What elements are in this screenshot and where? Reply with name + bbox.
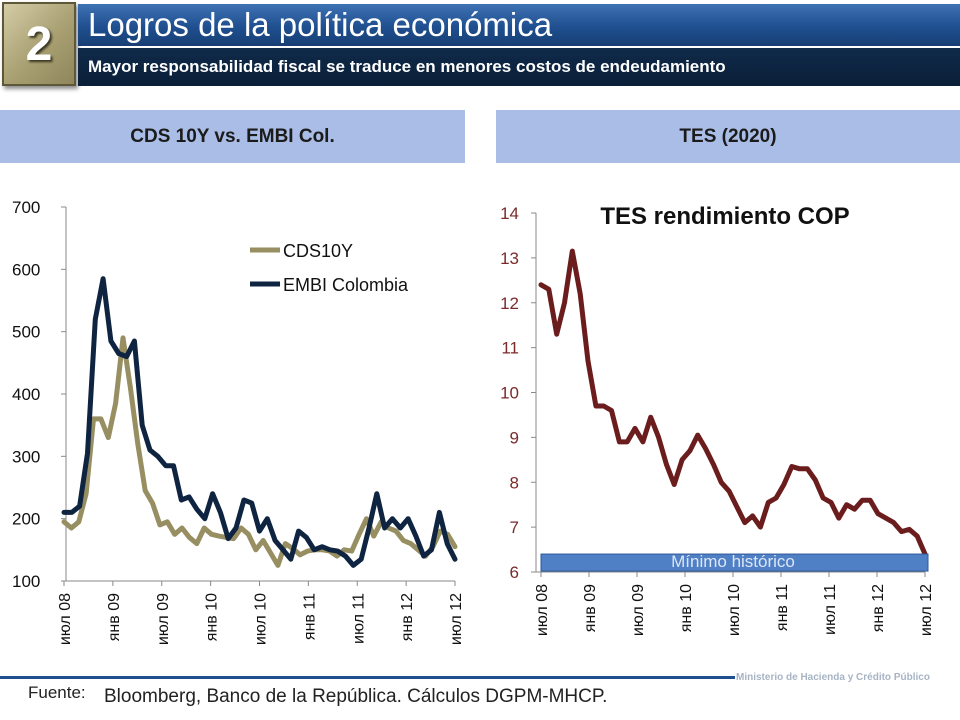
historic-minimum-label: Mínimo histórico <box>671 552 795 571</box>
y-tick-label: 500 <box>12 323 40 342</box>
x-tick-label: июл 10 <box>726 584 743 636</box>
x-tick-label: июл 08 <box>534 584 551 636</box>
x-tick-label: июл 11 <box>822 584 839 635</box>
legend-label: EMBI Colombia <box>283 275 409 295</box>
x-tick-label: янв 09 <box>106 593 123 641</box>
page-subtitle: Mayor responsabilidad fiscal se traduce … <box>88 57 726 76</box>
x-tick-label: янв 11 <box>301 593 318 640</box>
y-tick-label: 9 <box>510 428 519 447</box>
series-line <box>538 248 928 557</box>
historic-minimum-band <box>540 553 929 572</box>
section-number-badge: 2 <box>2 2 76 86</box>
y-tick-label: 11 <box>501 339 519 358</box>
y-tick-label: 7 <box>510 518 519 537</box>
right-panel-header: TES (2020) <box>496 110 960 163</box>
x-tick-label: янв 12 <box>399 593 416 641</box>
left-panel-header: CDS 10Y vs. EMBI Col. <box>0 110 465 163</box>
y-tick-label: 200 <box>12 510 40 529</box>
footer-divider <box>0 676 735 679</box>
x-tick-label: июл 12 <box>918 584 935 636</box>
x-tick-label: янв 11 <box>774 584 791 631</box>
series-line-embi-colombia <box>61 276 458 568</box>
series-line-cds10y <box>61 335 458 568</box>
source-label: Fuente: <box>28 683 86 702</box>
x-tick-label: янв 09 <box>582 584 599 632</box>
x-tick-label: июл 09 <box>155 593 172 645</box>
x-tick-label: июл 09 <box>630 584 647 636</box>
tes-chart-title: TES rendimiento COP <box>600 203 849 230</box>
x-tick-label: июл 11 <box>350 593 367 644</box>
section-number: 2 <box>25 17 53 71</box>
tes-chart: 6 7 8 9 10 11 12 13 14 июл 08 янв 09 июл 09 янв 10 ию… <box>500 203 935 636</box>
x-tick-label: янв 10 <box>678 584 695 632</box>
subtitle-bar: Mayor responsabilidad fiscal se traduce … <box>78 48 960 86</box>
source-text: Bloomberg, Banco de la República. Cálcul… <box>104 686 608 707</box>
page-title: Logros de la política económica <box>88 6 553 43</box>
title-bar: Logros de la política económica <box>78 4 960 46</box>
y-tick-label: 700 <box>12 198 40 217</box>
x-tick-label: июл 08 <box>57 593 74 645</box>
y-tick-label: 13 <box>500 249 519 268</box>
y-tick-label: 6 <box>510 563 519 582</box>
y-tick-label: 12 <box>500 294 519 313</box>
y-tick-label: 14 <box>500 204 519 223</box>
cds-embi-chart: 100 200 300 400 500 600 700 июл 08 янв 09 июл 09 я… <box>12 198 465 645</box>
y-tick-label: 8 <box>510 473 519 492</box>
y-tick-label: 10 <box>500 384 519 403</box>
y-tick-label: 300 <box>12 447 40 466</box>
x-tick-label: янв 12 <box>870 584 887 632</box>
ministry-logo-text: Ministerio de Hacienda y Crédito Público <box>736 672 930 683</box>
x-tick-label: июл 10 <box>253 593 270 645</box>
x-tick-label: июл 12 <box>448 593 465 645</box>
y-tick-label: 600 <box>12 260 40 279</box>
legend-label: CDS10Y <box>283 241 353 261</box>
y-tick-label: 100 <box>12 572 40 591</box>
x-tick-label: янв 10 <box>204 593 221 641</box>
y-tick-label: 400 <box>12 385 40 404</box>
